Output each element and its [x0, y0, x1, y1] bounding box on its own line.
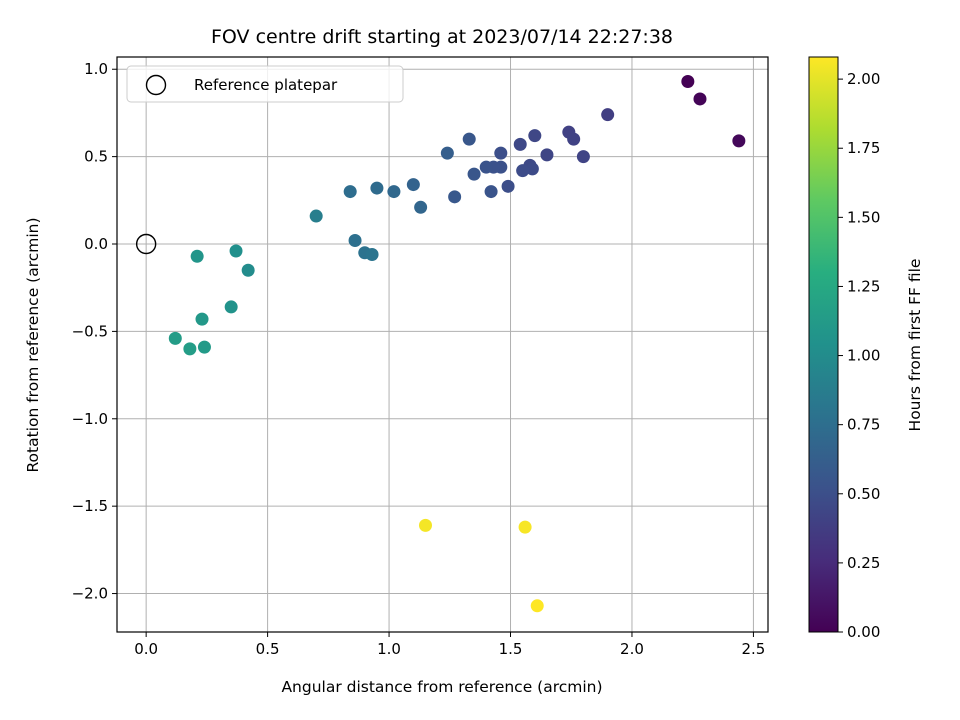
data-point — [576, 150, 590, 164]
data-point — [462, 132, 476, 146]
data-point — [370, 181, 384, 195]
y-tick-label: −1.0 — [72, 410, 108, 428]
x-tick-label: 1.0 — [377, 640, 401, 658]
data-point — [418, 518, 432, 532]
data-point — [528, 129, 542, 143]
colorbar-tick-label: 0.75 — [847, 416, 880, 434]
data-point — [387, 185, 401, 199]
data-point — [197, 340, 211, 354]
data-point — [479, 160, 493, 174]
data-point — [494, 146, 508, 160]
data-point — [348, 234, 362, 248]
data-point — [732, 134, 746, 148]
data-point — [525, 162, 539, 176]
data-point — [513, 137, 527, 151]
data-point — [365, 247, 379, 261]
colorbar: 0.00 0.25 0.50 0.75 1.00 1.25 1.50 1.75 2.00 Hou… — [808, 56, 924, 641]
x-tick-label: 2.0 — [620, 640, 644, 658]
data-point — [518, 520, 532, 534]
data-point — [501, 179, 515, 193]
colorbar-tick-label: 1.25 — [847, 277, 880, 295]
y-axis-ticks: 1.0 0.5 0.0 −0.5 −1.0 −1.5 −2.0 — [72, 60, 117, 603]
reference-platepar-marker — [135, 233, 157, 255]
colorbar-ticks: 0.00 0.25 0.50 0.75 1.00 1.25 1.50 1.75 2.00 — [838, 70, 880, 641]
data-point — [343, 185, 357, 199]
data-point — [516, 164, 530, 178]
data-point — [601, 108, 615, 122]
data-point — [484, 185, 498, 199]
y-axis-label: Rotation from reference (arcmin) — [24, 217, 42, 472]
colorbar-tick-label: 0.00 — [847, 623, 880, 641]
y-tick-label: −1.5 — [72, 497, 108, 515]
y-tick-label: −2.0 — [72, 585, 108, 603]
x-tick-label: 0.5 — [256, 640, 280, 658]
colorbar-tick-label: 2.00 — [847, 70, 880, 88]
data-point — [440, 146, 454, 160]
x-axis-ticks: 0.0 0.5 1.0 1.5 2.0 2.5 — [134, 632, 765, 658]
data-point — [241, 263, 255, 277]
legend: Reference platepar — [126, 65, 404, 103]
legend-marker-reference — [145, 74, 167, 96]
x-tick-label: 0.0 — [134, 640, 158, 658]
data-point — [448, 190, 462, 204]
data-point — [309, 209, 323, 223]
data-point — [190, 249, 204, 263]
legend-box — [126, 65, 404, 103]
chart-title: FOV centre drift starting at 2023/07/14 … — [211, 26, 673, 48]
data-point — [406, 178, 420, 192]
data-point — [540, 148, 554, 162]
x-tick-label: 2.5 — [741, 640, 765, 658]
y-tick-label: 0.5 — [84, 148, 108, 166]
data-point — [693, 92, 707, 106]
data-point — [414, 200, 428, 214]
colorbar-tick-label: 0.25 — [847, 554, 880, 572]
colorbar-tick-label: 1.75 — [847, 139, 880, 157]
colorbar-tick-label: 0.50 — [847, 485, 880, 503]
data-point — [183, 342, 197, 356]
data-point — [168, 331, 182, 345]
data-points — [135, 74, 746, 613]
colorbar-tick-label: 1.50 — [847, 208, 880, 226]
y-tick-label: 0.0 — [84, 235, 108, 253]
data-point — [681, 74, 695, 88]
x-axis-label: Angular distance from reference (arcmin) — [281, 678, 602, 696]
data-point — [567, 132, 581, 146]
data-point — [229, 244, 243, 258]
legend-label-reference: Reference platepar — [194, 76, 338, 94]
y-tick-label: −0.5 — [72, 322, 108, 340]
grid — [117, 57, 768, 632]
colorbar-tick-label: 1.00 — [847, 347, 880, 365]
colorbar-gradient — [808, 56, 839, 633]
plot-frame — [116, 56, 769, 633]
data-point — [195, 312, 209, 326]
data-point — [530, 599, 544, 613]
data-point — [224, 300, 238, 314]
data-point — [467, 167, 481, 181]
x-tick-label: 1.5 — [499, 640, 523, 658]
y-tick-label: 1.0 — [84, 60, 108, 78]
colorbar-label: Hours from first FF file — [906, 259, 924, 432]
